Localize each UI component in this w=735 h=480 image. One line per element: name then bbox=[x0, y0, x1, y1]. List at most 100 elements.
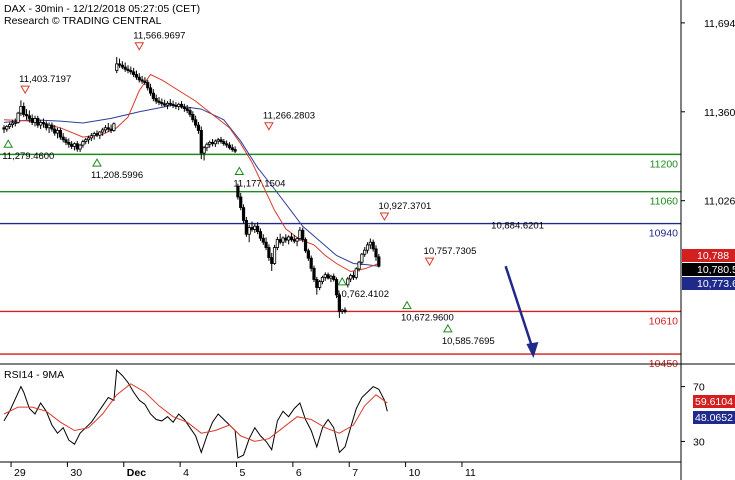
candle-27 bbox=[78, 143, 82, 152]
candle-body bbox=[185, 108, 189, 111]
candle-body bbox=[36, 118, 40, 126]
candle-body bbox=[349, 275, 353, 280]
candle-108 bbox=[306, 248, 310, 261]
candle-48 bbox=[137, 73, 141, 83]
candle-82 bbox=[233, 146, 237, 154]
candle-body bbox=[199, 130, 203, 154]
candle-body bbox=[163, 103, 167, 106]
candle-body bbox=[210, 142, 215, 145]
candle-28 bbox=[81, 139, 85, 148]
candle-35 bbox=[101, 127, 105, 136]
candle-body bbox=[332, 275, 336, 280]
swing-label-1: 11,279.4600 bbox=[2, 151, 54, 162]
moving-average-slow bbox=[3, 104, 379, 267]
candle-body bbox=[148, 87, 153, 94]
candle-body bbox=[81, 141, 85, 146]
candle-body bbox=[284, 237, 288, 241]
rsi-ma-line bbox=[3, 383, 388, 442]
candle-102 bbox=[289, 232, 294, 242]
candle-21 bbox=[61, 133, 65, 143]
candle-126 bbox=[357, 260, 361, 272]
x-tick-label-2: Dec bbox=[127, 467, 146, 479]
candle-11 bbox=[33, 115, 37, 127]
candle-90 bbox=[256, 222, 260, 235]
swing-high-marker-9 bbox=[424, 257, 435, 267]
candle-12 bbox=[36, 115, 40, 128]
candle-26 bbox=[75, 141, 79, 152]
x-tick-label-1: 30 bbox=[70, 467, 82, 479]
level-label-11060: 11060 bbox=[650, 196, 679, 208]
candle-body bbox=[50, 124, 54, 130]
candle-25 bbox=[72, 142, 77, 151]
candle-body bbox=[58, 130, 62, 138]
candle-80 bbox=[227, 142, 232, 150]
candle-body bbox=[154, 98, 158, 102]
candle-69 bbox=[196, 121, 201, 134]
candle-body bbox=[374, 248, 378, 258]
candle-122 bbox=[346, 276, 350, 288]
candle-body bbox=[126, 68, 130, 71]
candle-body bbox=[95, 133, 99, 136]
candle-83 bbox=[236, 183, 240, 200]
candle-body bbox=[261, 237, 265, 243]
candle-47 bbox=[134, 70, 139, 80]
candle-3 bbox=[10, 119, 15, 128]
swing-low-marker-2 bbox=[92, 158, 102, 167]
candle-body bbox=[306, 250, 310, 259]
candle-8 bbox=[24, 109, 29, 120]
candle-body bbox=[264, 241, 268, 248]
candle-body bbox=[272, 247, 277, 264]
candle-107 bbox=[303, 237, 308, 253]
candle-113 bbox=[320, 275, 325, 285]
candle-body bbox=[287, 236, 291, 241]
candle-body bbox=[160, 102, 164, 105]
level-label-11200: 11200 bbox=[650, 158, 679, 170]
candle-66 bbox=[188, 107, 192, 118]
candle-112 bbox=[318, 280, 322, 291]
price-tag-bg-0 bbox=[682, 249, 735, 262]
candle-body bbox=[258, 231, 263, 239]
candle-body bbox=[103, 127, 108, 131]
candle-body bbox=[208, 142, 212, 145]
candle-91 bbox=[258, 228, 263, 241]
swing-label-2: 11,208.5996 bbox=[91, 170, 143, 181]
candle-body bbox=[194, 119, 198, 126]
candle-110 bbox=[312, 265, 316, 283]
candle-body bbox=[30, 118, 34, 123]
candle-70 bbox=[199, 126, 203, 160]
swing-label-8: 10,672.9600 bbox=[401, 313, 454, 324]
candle-body bbox=[140, 79, 144, 82]
candle-40 bbox=[115, 56, 119, 74]
candle-124 bbox=[351, 271, 356, 281]
candle-73 bbox=[208, 140, 212, 148]
candle-19 bbox=[55, 127, 60, 139]
candle-61 bbox=[174, 102, 178, 110]
candle-127 bbox=[360, 252, 364, 265]
candle-44 bbox=[126, 65, 130, 74]
candle-body bbox=[334, 279, 339, 296]
swing-label-4: 11,177.1504 bbox=[233, 178, 285, 189]
candle-68 bbox=[194, 115, 198, 128]
rsi-line bbox=[3, 369, 388, 459]
candle-body bbox=[298, 229, 302, 239]
candle-body bbox=[98, 131, 102, 136]
candle-18 bbox=[53, 125, 57, 136]
candle-body bbox=[177, 103, 181, 107]
candle-body bbox=[244, 219, 248, 235]
candle-43 bbox=[123, 62, 127, 72]
candle-72 bbox=[205, 142, 209, 152]
candle-body bbox=[281, 237, 285, 243]
candle-32 bbox=[92, 131, 96, 140]
candle-body bbox=[171, 103, 175, 106]
candle-86 bbox=[244, 216, 248, 237]
candle-45 bbox=[129, 66, 133, 75]
candle-body bbox=[250, 227, 254, 230]
rsi-tick-label-1: 30 bbox=[693, 436, 705, 448]
candle-23 bbox=[67, 138, 71, 148]
candle-57 bbox=[163, 99, 167, 108]
price-panel: 112001106010940106101045011,403.719711,2… bbox=[0, 31, 681, 370]
forecast-arrow-head bbox=[526, 342, 539, 359]
x-tick-label-7: 10 bbox=[409, 467, 421, 479]
candle-56 bbox=[160, 98, 164, 107]
candle-body bbox=[278, 239, 282, 243]
